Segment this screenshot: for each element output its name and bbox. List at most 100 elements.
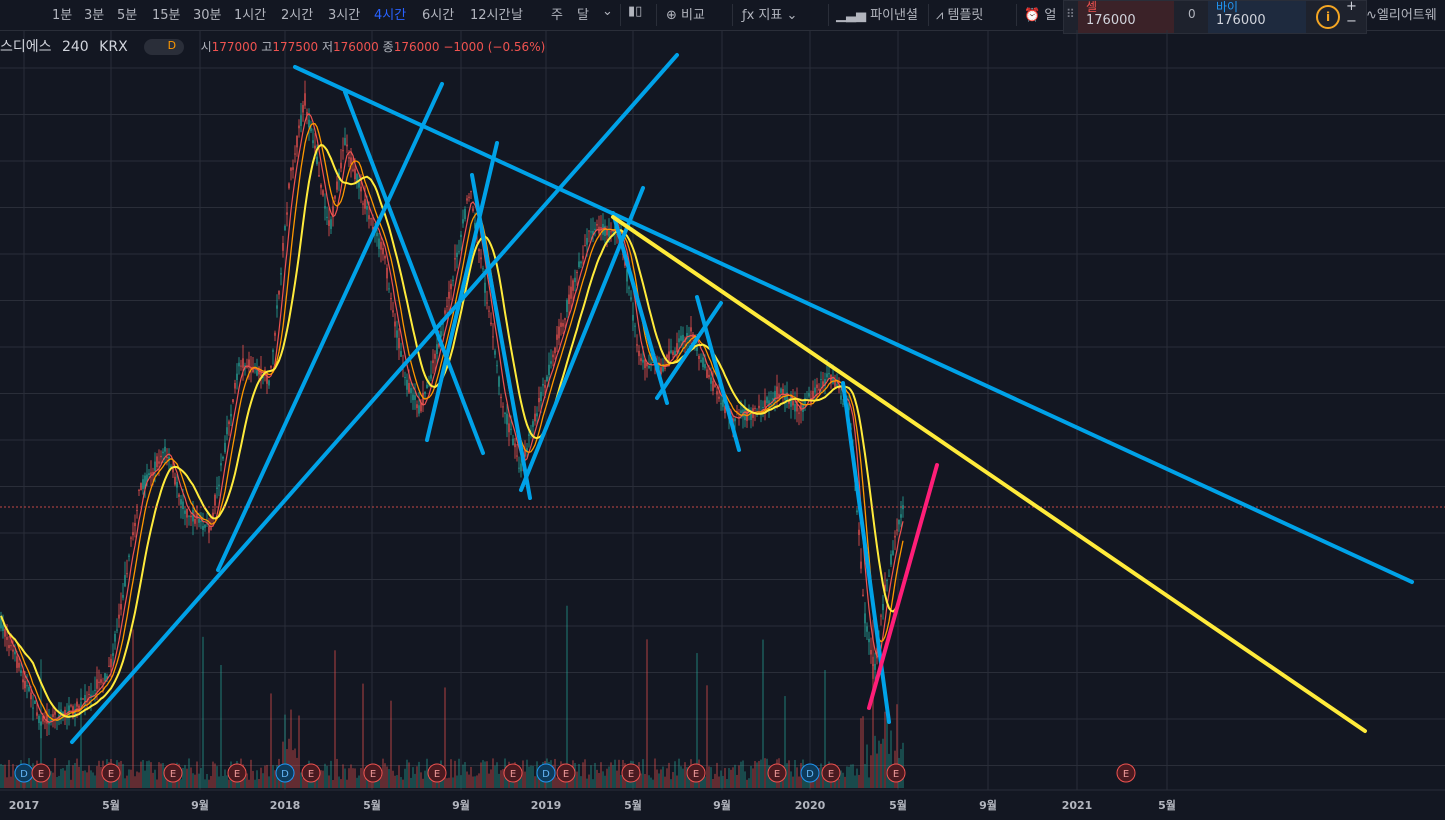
interval-7[interactable]: 3시간 — [328, 8, 361, 23]
candle-body — [820, 379, 822, 381]
elliott-wave-button[interactable]: ∿엘리어트웨 — [1366, 8, 1437, 23]
indicators-button[interactable]: ƒx 지표 ⌄ — [742, 8, 798, 23]
volume-bar — [708, 766, 710, 788]
candle-body — [146, 474, 148, 483]
trendlines[interactable] — [70, 53, 1414, 744]
earnings-marker — [227, 763, 247, 783]
volume-bar — [288, 738, 290, 788]
compare-button[interactable]: ⊕ 비교 — [666, 8, 705, 23]
interval-13[interactable]: 달 — [577, 8, 589, 23]
zoom-out-button[interactable]: − — [1346, 14, 1357, 29]
candle-body — [866, 626, 868, 632]
candle-body — [712, 381, 714, 391]
candle-body — [772, 398, 774, 401]
volume-bar — [766, 758, 768, 788]
candle-body — [446, 305, 448, 307]
volume-bar — [838, 778, 840, 788]
candle-body — [412, 394, 414, 401]
candle-body — [858, 529, 860, 536]
volume-bar — [144, 770, 146, 788]
interval-8[interactable]: 4시간 — [374, 8, 407, 23]
volume-bar — [318, 777, 320, 788]
volume-bar — [348, 768, 350, 788]
volume-bar — [416, 766, 418, 788]
candle-body — [354, 168, 356, 180]
toolbar-divider — [828, 4, 829, 26]
volume-bar — [48, 770, 50, 788]
interval-10[interactable]: 12시간 — [470, 8, 511, 23]
interval-11[interactable]: 날 — [511, 8, 523, 23]
interval-9[interactable]: 6시간 — [422, 8, 455, 23]
candle-body — [628, 287, 630, 289]
data-status-badge[interactable]: D — [144, 39, 185, 55]
zoom-in-button[interactable]: + — [1346, 0, 1357, 14]
sell-button[interactable]: 셀 176000 — [1078, 0, 1174, 33]
candle-body — [154, 461, 156, 471]
volume-bar — [12, 763, 14, 788]
candle-body — [248, 359, 250, 367]
info-icon[interactable]: i — [1316, 5, 1340, 29]
interval-3[interactable]: 15분 — [152, 8, 181, 23]
candle-body — [650, 362, 652, 365]
candle-body — [474, 222, 476, 229]
volume-bar — [298, 715, 300, 788]
volume-bar — [718, 776, 720, 788]
volume-bar — [760, 759, 762, 788]
templates-button[interactable]: ⩘ 템플릿 — [936, 8, 984, 23]
interval-0[interactable]: 1분 — [52, 8, 73, 23]
volume-bar — [362, 683, 364, 788]
candle-body — [424, 391, 426, 394]
volume-bar — [618, 759, 620, 788]
candle-body — [170, 465, 172, 467]
volume-bar — [648, 775, 650, 788]
candle-body — [632, 314, 634, 321]
candle-body — [188, 515, 190, 517]
financials-button[interactable]: ▁▃▅ 파이낸셜 — [836, 8, 918, 23]
candle-body — [150, 472, 152, 475]
volume-bar — [436, 779, 438, 788]
volume-bar — [320, 770, 322, 788]
buy-button[interactable]: 바이 176000 — [1208, 0, 1306, 33]
alert-button[interactable]: ⏰ 얼 — [1024, 8, 1057, 23]
volume-bar — [724, 768, 726, 788]
x-tick-label: 9월 — [713, 798, 731, 812]
candle-body — [706, 369, 708, 378]
volume-bar — [334, 650, 336, 788]
interval-12[interactable]: 주 — [551, 8, 563, 23]
interval-1[interactable]: 3분 — [84, 8, 105, 23]
drag-handle-icon[interactable]: ⠿ — [1066, 7, 1075, 21]
candle-body — [494, 350, 496, 355]
candle-body — [272, 350, 274, 352]
candle-body — [88, 693, 90, 695]
volume-bar — [646, 639, 648, 788]
candle-body — [198, 518, 200, 523]
volume-bar — [182, 767, 184, 788]
volume-bar — [598, 773, 600, 788]
candle-body — [98, 681, 100, 684]
candle-body — [502, 406, 504, 408]
interval-6[interactable]: 2시간 — [281, 8, 314, 23]
candle-body — [394, 321, 396, 327]
candle-body — [278, 290, 280, 295]
candle-style-icon[interactable]: ▮▯ — [628, 4, 643, 19]
candle-body — [488, 310, 490, 312]
volume-bar — [866, 744, 868, 788]
volume-bar — [326, 765, 328, 788]
candle-body — [408, 383, 410, 393]
interval-4[interactable]: 30분 — [193, 8, 222, 23]
volume-bar — [494, 765, 496, 788]
volume-bar — [344, 768, 346, 788]
interval-5[interactable]: 1시간 — [234, 8, 267, 23]
interval-2[interactable]: 5분 — [117, 8, 138, 23]
dividend-marker — [275, 763, 295, 783]
candle-body — [426, 384, 428, 389]
candle-body — [342, 150, 344, 152]
volume-bar — [746, 779, 748, 788]
candle-body — [380, 241, 382, 250]
chevron-down-icon[interactable]: ⌄ — [602, 4, 613, 19]
volume-bar — [86, 772, 88, 788]
volume-bar — [254, 779, 256, 788]
volume-bar — [146, 761, 148, 788]
